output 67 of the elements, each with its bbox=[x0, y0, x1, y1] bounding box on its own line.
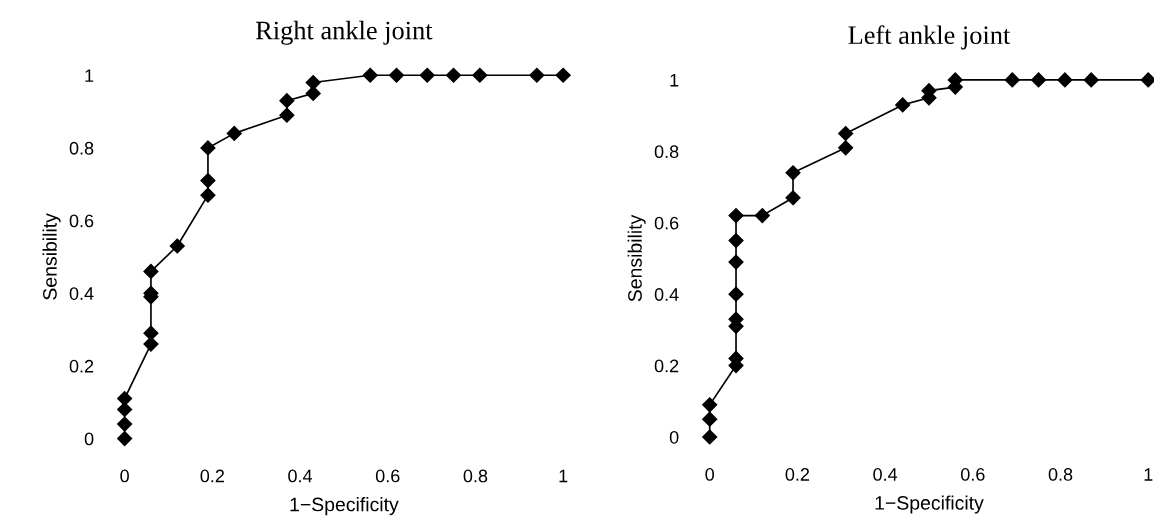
point bbox=[785, 190, 801, 206]
x-tick-label: 0 bbox=[705, 468, 715, 481]
y-tick-label: 0.8 bbox=[654, 145, 679, 159]
y-tick-label: 0.6 bbox=[69, 214, 94, 228]
point bbox=[279, 107, 295, 123]
point bbox=[702, 397, 718, 413]
point bbox=[1083, 72, 1099, 88]
x-tick-label: 1 bbox=[559, 469, 568, 483]
y-tick-label: 0.4 bbox=[654, 288, 679, 301]
point bbox=[1140, 72, 1154, 88]
point bbox=[226, 125, 242, 141]
point bbox=[1057, 72, 1073, 88]
point bbox=[279, 93, 295, 109]
x-tick-label: 0.4 bbox=[288, 469, 313, 483]
point bbox=[143, 336, 159, 352]
point bbox=[419, 67, 435, 83]
point bbox=[838, 140, 854, 156]
point bbox=[388, 67, 405, 83]
point bbox=[143, 325, 159, 341]
point bbox=[754, 208, 770, 224]
point bbox=[785, 165, 801, 181]
y-axis-title: Sensibility bbox=[42, 213, 61, 300]
point bbox=[1004, 72, 1020, 88]
point bbox=[472, 67, 488, 83]
point bbox=[117, 416, 133, 432]
point bbox=[1031, 72, 1047, 88]
point bbox=[169, 238, 185, 254]
y-tick-label: 1 bbox=[85, 69, 94, 82]
y-tick-label: 0.6 bbox=[654, 216, 679, 230]
point bbox=[143, 263, 159, 280]
x-tick-label: 0.8 bbox=[1048, 468, 1073, 481]
point bbox=[200, 187, 216, 203]
x-tick-label: 0.2 bbox=[785, 468, 810, 481]
point bbox=[362, 67, 378, 83]
x-tick-label: 0.8 bbox=[463, 469, 488, 483]
chart-title: Right ankle joint bbox=[255, 20, 433, 45]
y-tick-label: 0.4 bbox=[69, 287, 94, 300]
y-tick-label: 0.2 bbox=[654, 359, 679, 373]
y-tick-label: 1 bbox=[670, 74, 679, 87]
x-tick-label: 0.2 bbox=[200, 469, 224, 483]
x-tick-label: 0.4 bbox=[873, 468, 898, 481]
x-tick-label: 0.6 bbox=[375, 469, 400, 483]
y-tick-label: 0.8 bbox=[69, 141, 94, 155]
point bbox=[445, 67, 462, 83]
x-axis-title: 1−Specificity bbox=[290, 497, 399, 516]
y-tick-label: 0 bbox=[84, 432, 94, 446]
point bbox=[529, 67, 545, 83]
x-tick-label: 1 bbox=[1144, 468, 1153, 481]
point bbox=[728, 254, 744, 270]
point bbox=[555, 67, 571, 83]
point bbox=[895, 97, 911, 113]
chart-title: Left ankle joint bbox=[848, 25, 1011, 50]
point bbox=[117, 430, 133, 447]
point bbox=[728, 286, 744, 302]
point bbox=[838, 125, 854, 142]
x-tick-label: 0.6 bbox=[960, 468, 985, 481]
y-tick-label: 0.2 bbox=[69, 359, 94, 373]
point bbox=[200, 173, 216, 189]
x-axis-title: 1−Specificity bbox=[875, 495, 984, 514]
x-tick-label: 0 bbox=[120, 469, 129, 483]
point bbox=[200, 140, 216, 156]
point bbox=[728, 208, 744, 224]
y-tick-label: 0 bbox=[669, 430, 679, 444]
y-axis-title: Sensibility bbox=[627, 214, 646, 302]
point bbox=[702, 411, 718, 427]
point bbox=[728, 233, 744, 249]
point bbox=[702, 429, 718, 445]
